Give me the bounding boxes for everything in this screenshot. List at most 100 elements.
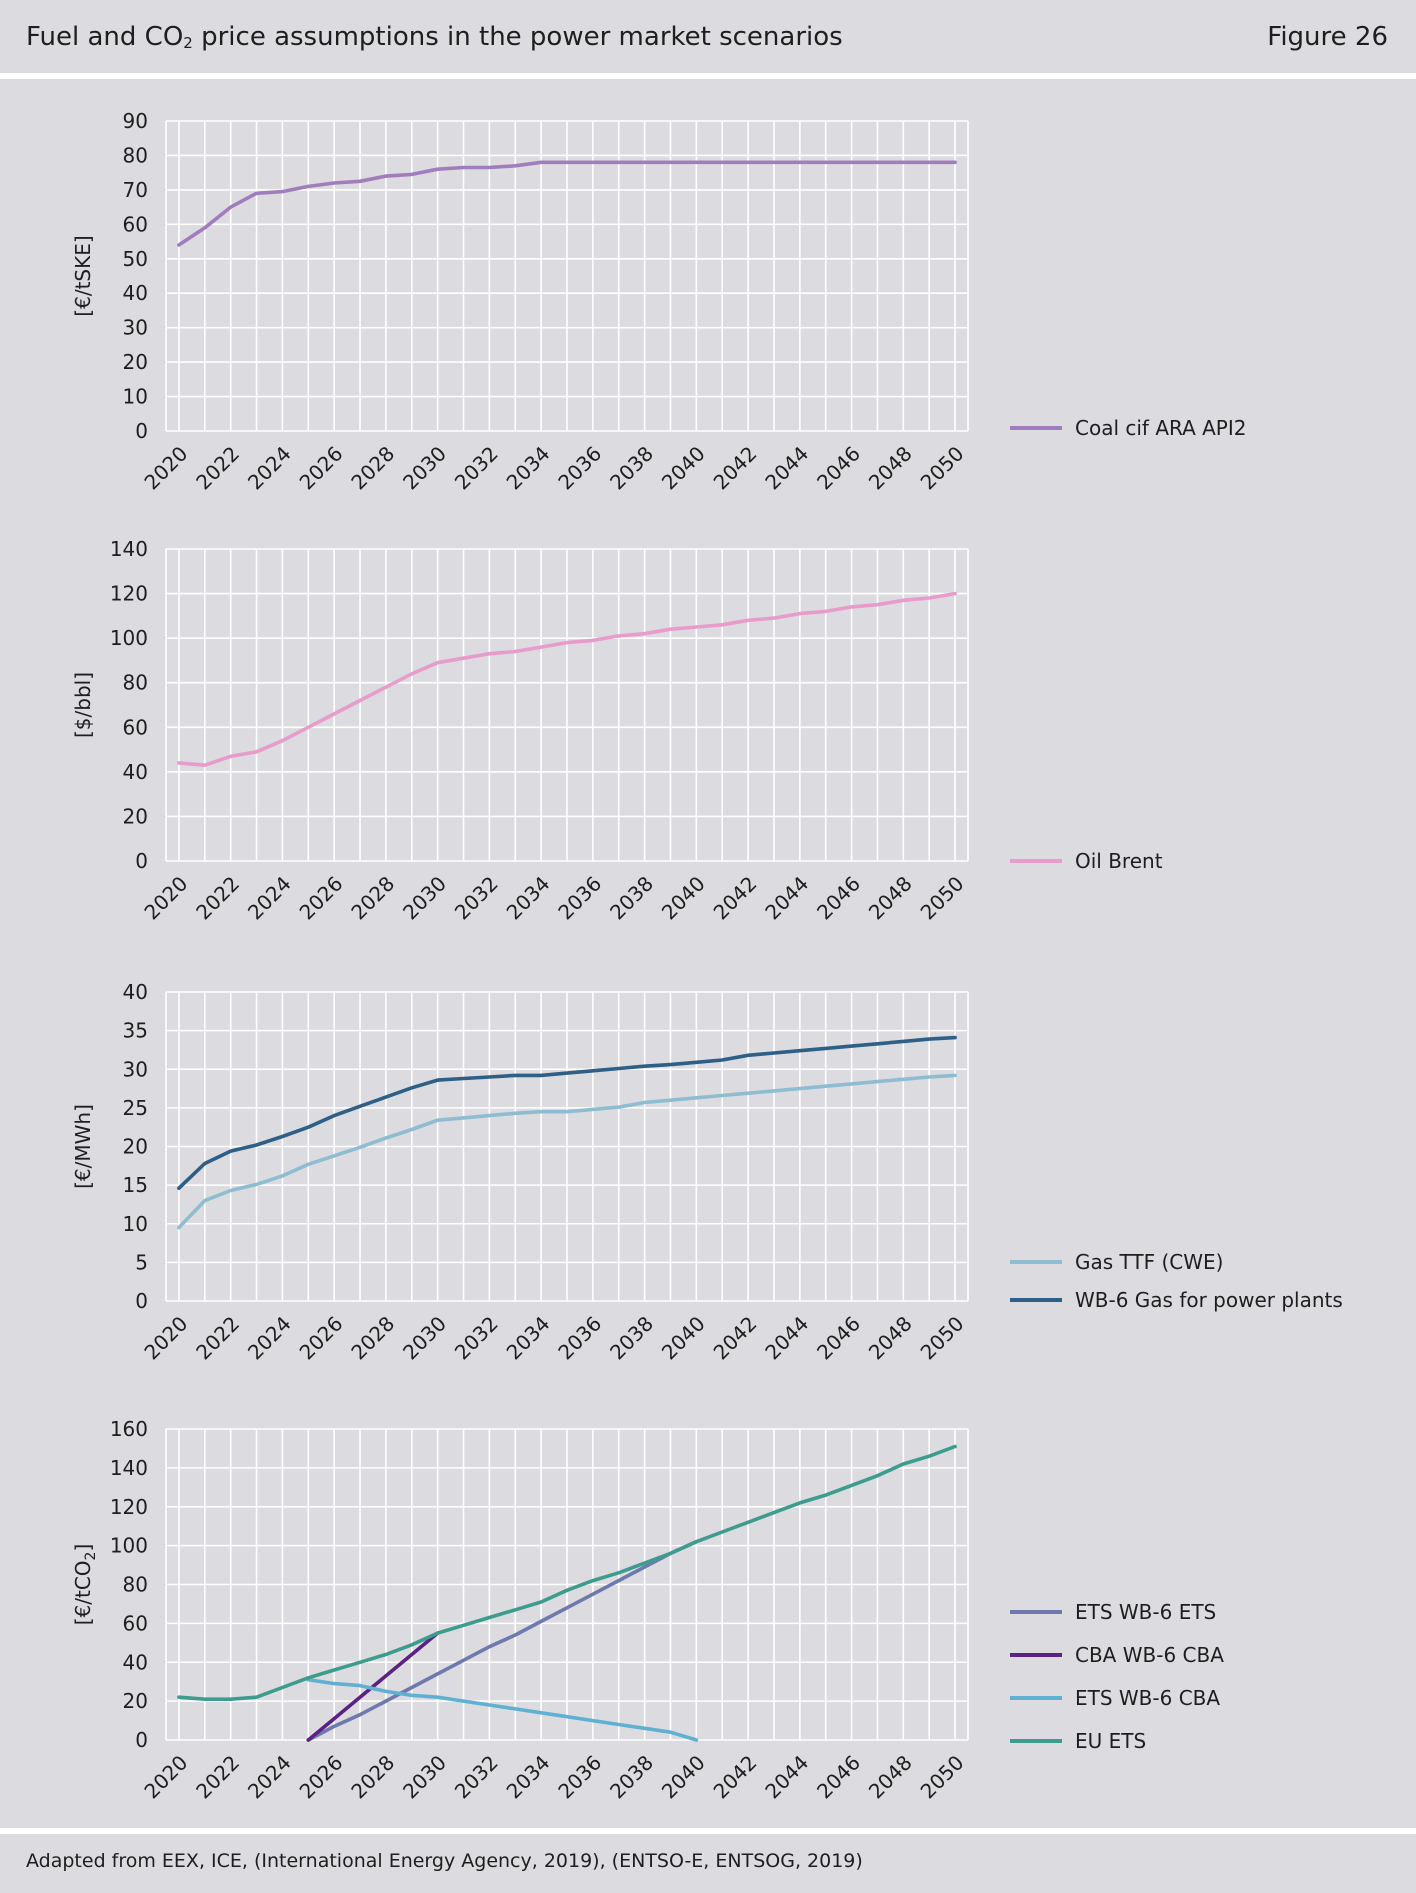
y-tick-label: 0 <box>135 1728 148 1752</box>
y-tick-label: 10 <box>123 385 148 409</box>
y-tick-label: 120 <box>110 1495 148 1519</box>
y-tick-label: 20 <box>123 804 148 828</box>
y-tick-label: 40 <box>123 1650 148 1674</box>
y-tick-label: 100 <box>110 1534 148 1558</box>
legend-label: WB-6 Gas for power plants <box>1075 1288 1343 1312</box>
y-tick-label: 0 <box>135 1289 148 1313</box>
x-tick-label: 2046 <box>812 1311 865 1364</box>
x-tick-label: 2024 <box>243 871 296 924</box>
x-tick-label: 2050 <box>916 1311 969 1364</box>
x-tick-label: 2020 <box>139 1750 192 1803</box>
legend-label: Gas TTF (CWE) <box>1075 1250 1223 1274</box>
x-tick-label: 2034 <box>502 1750 555 1803</box>
x-tick-label: 2024 <box>243 1750 296 1803</box>
x-tick-label: 2024 <box>243 1311 296 1364</box>
series-line <box>177 160 957 247</box>
x-tick-label: 2040 <box>657 1750 710 1803</box>
x-tick-label: 2020 <box>139 871 192 924</box>
x-tick-label: 2036 <box>553 1311 606 1364</box>
series-line <box>177 1035 957 1190</box>
x-tick-label: 2030 <box>398 441 451 494</box>
x-tick-label: 2046 <box>812 871 865 924</box>
y-tick-label: 5 <box>135 1250 148 1274</box>
chart-panel-2: 0204060801001201402020202220242026202820… <box>71 537 1163 924</box>
x-tick-label: 2022 <box>191 441 244 494</box>
y-tick-label: 140 <box>110 537 148 561</box>
x-tick-label: 2032 <box>450 871 503 924</box>
title-subscript: 2 <box>183 34 193 52</box>
chart-panel-4: 0204060801001201401602020202220242026202… <box>71 1417 1224 1803</box>
x-tick-label: 2048 <box>864 1750 917 1803</box>
legend-label: ETS WB-6 CBA <box>1075 1686 1220 1710</box>
x-tick-label: 2030 <box>398 871 451 924</box>
x-tick-label: 2026 <box>295 871 348 924</box>
series-line <box>177 1073 957 1230</box>
x-tick-label: 2026 <box>295 1311 348 1364</box>
x-tick-label: 2032 <box>450 441 503 494</box>
y-axis-label: [$/bbl] <box>71 672 95 738</box>
x-tick-label: 2028 <box>346 871 399 924</box>
y-tick-label: 60 <box>123 715 148 739</box>
y-tick-label: 50 <box>123 247 148 271</box>
y-tick-label: 0 <box>135 849 148 873</box>
legend-label: EU ETS <box>1075 1729 1146 1753</box>
x-tick-label: 2048 <box>864 441 917 494</box>
y-tick-label: 0 <box>135 419 148 443</box>
source-note: Adapted from EEX, ICE, (International En… <box>26 1850 863 1872</box>
title-text-2: price assumptions in the power market sc… <box>192 22 843 52</box>
x-tick-label: 2036 <box>553 441 606 494</box>
figure-number: Figure 26 <box>1267 22 1388 52</box>
series-line <box>177 1444 957 1701</box>
x-tick-label: 2024 <box>243 441 296 494</box>
x-tick-label: 2040 <box>657 871 710 924</box>
x-tick-label: 2026 <box>295 1750 348 1803</box>
x-tick-label: 2034 <box>502 871 555 924</box>
y-tick-label: 40 <box>123 281 148 305</box>
x-tick-label: 2022 <box>191 871 244 924</box>
x-tick-label: 2020 <box>139 441 192 494</box>
x-tick-label: 2036 <box>553 871 606 924</box>
x-tick-label: 2028 <box>346 441 399 494</box>
x-tick-label: 2048 <box>864 1311 917 1364</box>
series-line <box>306 1539 699 1742</box>
legend-label: Coal cif ARA API2 <box>1075 416 1247 440</box>
y-tick-label: 60 <box>123 1611 148 1635</box>
x-tick-label: 2040 <box>657 1311 710 1364</box>
x-tick-label: 2042 <box>709 441 762 494</box>
y-tick-label: 25 <box>123 1096 148 1120</box>
x-tick-label: 2044 <box>760 871 813 924</box>
x-tick-label: 2038 <box>605 441 658 494</box>
y-tick-label: 90 <box>123 109 148 133</box>
x-tick-label: 2028 <box>346 1311 399 1364</box>
y-axis-label: [€/tSKE] <box>71 235 95 316</box>
x-tick-label: 2042 <box>709 1750 762 1803</box>
x-tick-label: 2050 <box>916 1750 969 1803</box>
x-tick-label: 2044 <box>760 1750 813 1803</box>
x-tick-label: 2046 <box>812 441 865 494</box>
x-tick-label: 2020 <box>139 1311 192 1364</box>
x-tick-label: 2038 <box>605 871 658 924</box>
y-tick-label: 40 <box>123 760 148 784</box>
x-tick-label: 2034 <box>502 1311 555 1364</box>
y-tick-label: 20 <box>123 1689 148 1713</box>
y-tick-label: 20 <box>123 1135 148 1159</box>
figure-title: Fuel and CO2 price assumptions in the po… <box>26 22 843 52</box>
x-tick-label: 2040 <box>657 441 710 494</box>
header-bar: Fuel and CO2 price assumptions in the po… <box>0 0 1416 76</box>
x-tick-label: 2034 <box>502 441 555 494</box>
y-tick-label: 15 <box>123 1173 148 1197</box>
legend-label: Oil Brent <box>1075 849 1163 873</box>
y-tick-label: 80 <box>123 143 148 167</box>
x-tick-label: 2022 <box>191 1750 244 1803</box>
y-tick-label: 35 <box>123 1019 148 1043</box>
y-tick-label: 120 <box>110 582 148 606</box>
x-tick-label: 2042 <box>709 871 762 924</box>
y-tick-label: 100 <box>110 626 148 650</box>
x-tick-label: 2026 <box>295 441 348 494</box>
series-line <box>306 1677 699 1742</box>
x-tick-label: 2022 <box>191 1311 244 1364</box>
y-tick-label: 10 <box>123 1212 148 1236</box>
x-tick-label: 2036 <box>553 1750 606 1803</box>
legend-label: ETS WB-6 ETS <box>1075 1600 1216 1624</box>
